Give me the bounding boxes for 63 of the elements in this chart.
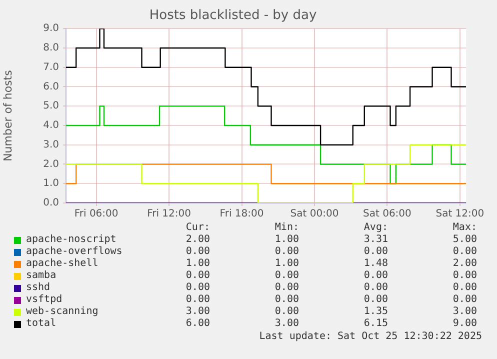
text: 6.15	[364, 318, 388, 330]
text: 0.00	[274, 306, 299, 318]
text: 5.00	[452, 234, 477, 246]
x-tick-label: Sat 06:00	[363, 208, 412, 220]
y-axis-title: Number of hosts	[1, 70, 14, 162]
legend-label: samba	[26, 270, 56, 282]
text: 3.00	[452, 306, 477, 318]
text: 0.00	[452, 282, 477, 294]
text: 0.00	[274, 294, 299, 306]
y-tick-label: 2.0	[43, 158, 59, 170]
y-tick-label: 7.0	[43, 62, 59, 73]
text: 2.00	[186, 234, 210, 246]
text: 0.00	[186, 270, 210, 282]
chart-title: Hosts blacklisted - by day	[149, 8, 317, 24]
y-tick-label: 8.0	[43, 42, 59, 54]
text: 0.00	[452, 270, 477, 282]
text: 0.00	[274, 270, 299, 282]
text: 3.31	[364, 234, 388, 246]
text: 0.00	[364, 294, 388, 306]
text: 0.00	[364, 246, 388, 258]
text: Min:	[274, 222, 299, 234]
text: 9.00	[452, 318, 477, 330]
text: 6.00	[186, 318, 210, 330]
text: 0.00	[274, 246, 299, 258]
y-tick-label: 0.0	[43, 198, 59, 209]
legend-label: vsftpd	[26, 294, 62, 306]
y-tick-label: 4.0	[43, 120, 59, 132]
text: 0.00	[452, 294, 477, 306]
legend-label: apache-shell	[26, 258, 98, 270]
legend-label: apache-overflows	[26, 246, 122, 258]
y-tick-label: 6.0	[43, 81, 59, 92]
text: 3.00	[186, 306, 210, 318]
x-tick-label: Sat 00:00	[290, 208, 339, 220]
text: Max:	[452, 222, 477, 234]
y-tick-label: 5.0	[43, 100, 59, 112]
x-tick-label: Fri 18:00	[220, 208, 264, 220]
legend-label: total	[26, 318, 56, 330]
text: 0.00	[274, 282, 299, 294]
y-tick-label: 1.0	[43, 178, 59, 190]
y-tick-label: 9.0	[43, 23, 59, 34]
text: Avg:	[364, 222, 388, 234]
x-tick-label: Fri 06:00	[74, 208, 118, 220]
text: 0.00	[186, 246, 210, 258]
text: Cur:	[186, 222, 210, 234]
text: 1.48	[364, 258, 388, 270]
legend-label: web-scanning	[26, 306, 98, 318]
text: 0.00	[186, 282, 210, 294]
legend-label: apache-noscript	[26, 234, 116, 246]
text: 3.00	[274, 318, 299, 330]
text: 0.00	[186, 294, 210, 306]
text: 1.35	[364, 306, 388, 318]
text: 1.00	[274, 258, 299, 270]
text: 1.00	[274, 234, 299, 246]
y-tick-label: 3.0	[43, 139, 59, 150]
x-tick-label: Fri 12:00	[147, 208, 191, 220]
text: 2.00	[452, 258, 477, 270]
text: 0.00	[364, 270, 388, 282]
text: 0.00	[364, 282, 388, 294]
x-tick-label: Sat 12:00	[436, 208, 484, 220]
text: 0.00	[452, 246, 477, 258]
text: 1.00	[186, 258, 210, 270]
text: Last update: Sat Oct 25 12:30:22 2025	[259, 331, 482, 343]
legend-label: sshd	[26, 282, 50, 294]
